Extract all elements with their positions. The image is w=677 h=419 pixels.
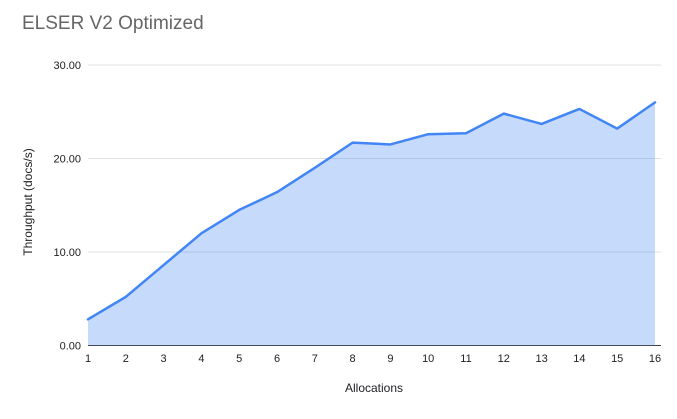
x-tick-label: 3 xyxy=(161,353,167,365)
y-tick-label: 20.00 xyxy=(53,154,81,166)
x-tick-label: 6 xyxy=(274,353,280,365)
x-tick-label: 5 xyxy=(236,353,242,365)
x-tick-label: 13 xyxy=(535,353,547,365)
x-tick-label: 14 xyxy=(573,353,585,365)
area-fill xyxy=(88,102,655,346)
x-tick-label: 7 xyxy=(312,353,318,365)
x-tick-label: 8 xyxy=(350,353,356,365)
y-tick-label: 0.00 xyxy=(60,341,81,353)
x-tick-label: 11 xyxy=(460,353,471,365)
x-tick-label: 2 xyxy=(123,353,129,365)
y-tick-label: 10.00 xyxy=(53,247,81,259)
x-tick-label: 12 xyxy=(498,353,510,365)
x-tick-label: 9 xyxy=(387,353,393,365)
chart-title: ELSER V2 Optimized xyxy=(22,13,204,34)
x-tick-label: 4 xyxy=(198,353,204,365)
x-tick-label: 15 xyxy=(611,353,623,365)
x-axis-title: Allocations xyxy=(344,381,404,395)
x-tick-label: 10 xyxy=(422,353,434,365)
x-tick-label: 1 xyxy=(85,353,91,365)
series-line xyxy=(86,101,657,321)
y-tick-label: 30.00 xyxy=(53,60,81,72)
x-tick-label: 16 xyxy=(649,353,661,365)
